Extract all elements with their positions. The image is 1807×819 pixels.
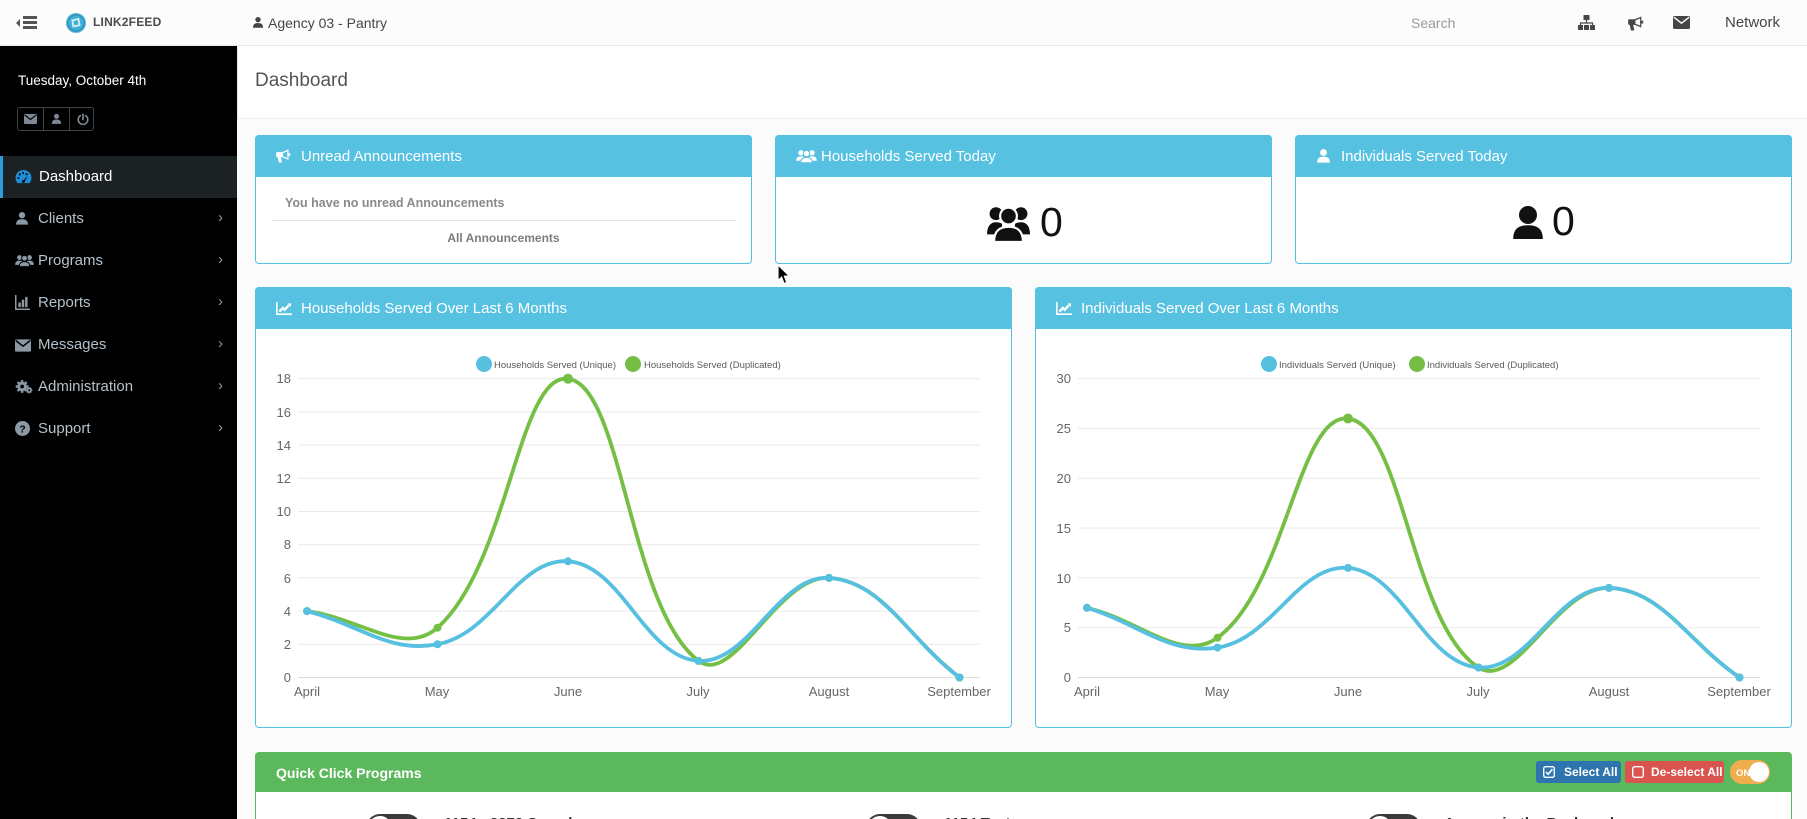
svg-text:May: May [425,684,450,699]
svg-text:14: 14 [277,438,291,453]
svg-text:6: 6 [284,571,291,586]
svg-text:8: 8 [284,537,291,552]
svg-text:September: September [927,684,991,699]
svg-text:Individuals Served (Unique): Individuals Served (Unique) [1279,360,1396,371]
svg-text:15: 15 [1057,521,1071,536]
svg-text:12: 12 [277,471,291,486]
svg-text:25: 25 [1057,421,1071,436]
svg-text:30: 30 [1057,371,1071,386]
svg-text:June: June [554,684,582,699]
svg-text:0: 0 [1064,670,1071,685]
svg-text:10: 10 [277,504,291,519]
svg-text:April: April [294,684,320,699]
svg-text:May: May [1205,684,1230,699]
svg-text:Households Served (Duplicated): Households Served (Duplicated) [644,360,781,371]
svg-text:2: 2 [284,637,291,652]
svg-text:?: ? [19,424,25,435]
svg-text:18: 18 [277,371,291,386]
svg-text:Individuals Served (Duplicated: Individuals Served (Duplicated) [1427,360,1558,371]
svg-text:16: 16 [277,405,291,420]
svg-text:April: April [1074,684,1100,699]
svg-text:September: September [1707,684,1771,699]
svg-text:0: 0 [284,670,291,685]
svg-text:20: 20 [1057,471,1071,486]
svg-text:4: 4 [284,604,291,619]
svg-text:July: July [686,684,710,699]
svg-text:July: July [1466,684,1490,699]
svg-text:5: 5 [1064,620,1071,635]
svg-text:10: 10 [1057,571,1071,586]
svg-text:Households Served (Unique): Households Served (Unique) [494,360,616,371]
svg-text:August: August [1589,684,1630,699]
svg-text:June: June [1334,684,1362,699]
svg-text:August: August [809,684,850,699]
